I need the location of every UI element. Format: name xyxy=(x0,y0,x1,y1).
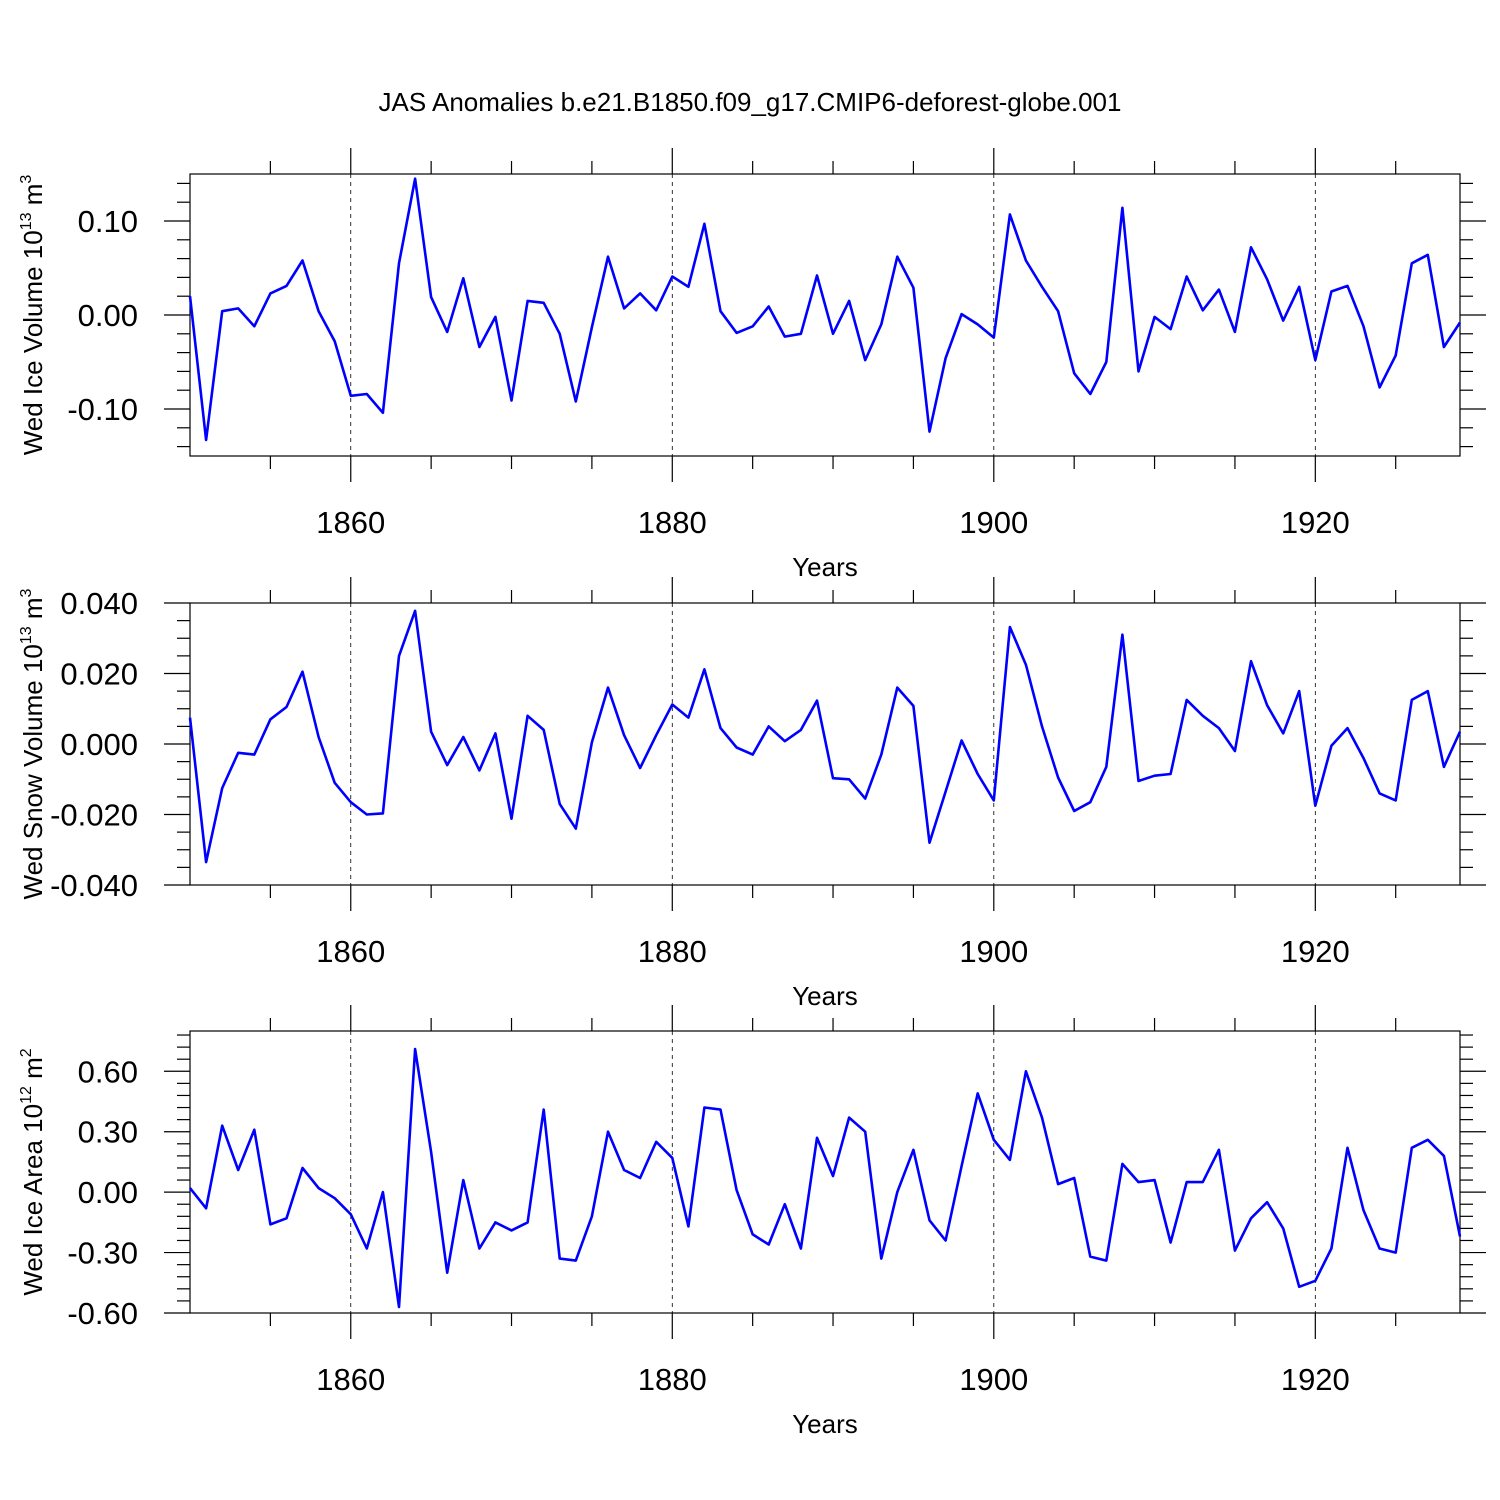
x-tick-label: 1900 xyxy=(959,505,1028,540)
y-tick-label: 0.00 xyxy=(78,298,138,333)
y-tick-label: 0.040 xyxy=(60,586,138,621)
y-axis-label: Wed Ice Area 1012 m2 xyxy=(18,1048,48,1295)
x-tick-label: 1920 xyxy=(1281,1362,1350,1397)
panel-ice-area: 1860 1880 1900 1920 0.60 0.30 0.00 -0.30 -0.60 Ye… xyxy=(18,1005,1486,1439)
y-tick-label: -0.10 xyxy=(67,392,138,427)
series-line-ice-area xyxy=(188,1047,1462,1309)
x-tick-label: 1860 xyxy=(316,505,385,540)
y-tick-label: -0.040 xyxy=(50,868,138,903)
x-tick-label: 1880 xyxy=(638,934,707,969)
y-tick-label: -0.30 xyxy=(67,1236,138,1271)
x-tick-label: 1880 xyxy=(638,505,707,540)
y-tick-label: 0.10 xyxy=(78,204,138,239)
x-axis-label: Years xyxy=(792,981,858,1011)
x-tick-label: 1920 xyxy=(1281,934,1350,969)
y-tick-label: -0.60 xyxy=(67,1296,138,1331)
x-tick-label: 1860 xyxy=(316,934,385,969)
x-axis-label: Years xyxy=(792,1409,858,1439)
x-axis-label: Years xyxy=(792,552,858,582)
series-line-ice-volume xyxy=(188,177,1462,442)
x-tick-label: 1860 xyxy=(316,1362,385,1397)
y-tick-label: 0.020 xyxy=(60,657,138,692)
y-axis-label: Wed Snow Volume 1013 m3 xyxy=(18,588,48,899)
y-tick-label: 0.60 xyxy=(78,1054,138,1089)
y-tick-label: 0.000 xyxy=(60,727,138,762)
x-tick-label: 1920 xyxy=(1281,505,1350,540)
x-tick-label: 1900 xyxy=(959,934,1028,969)
y-axis-label: Wed Ice Volume 1013 m3 xyxy=(18,175,48,456)
x-tick-label: 1900 xyxy=(959,1362,1028,1397)
plot-frame xyxy=(189,1030,1461,1314)
chart-title: JAS Anomalies b.e21.B1850.f09_g17.CMIP6-… xyxy=(379,87,1122,117)
plot-frame xyxy=(189,173,1461,457)
x-tick-label: 1880 xyxy=(638,1362,707,1397)
y-tick-label: 0.30 xyxy=(78,1115,138,1150)
panel-snow-volume: 1860 1880 1900 1920 0.040 0.020 0.000 -0.020 -0.… xyxy=(18,577,1486,1011)
panels: 1860 1880 1900 1920 0.10 0.00 -0.10 Years Wed Ic… xyxy=(18,148,1486,1439)
y-tick-label: -0.020 xyxy=(50,798,138,833)
series-line-snow-volume xyxy=(188,609,1462,864)
panel-ice-volume: 1860 1880 1900 1920 0.10 0.00 -0.10 Years Wed Ic… xyxy=(18,148,1486,582)
y-tick-label: 0.00 xyxy=(78,1175,138,1210)
